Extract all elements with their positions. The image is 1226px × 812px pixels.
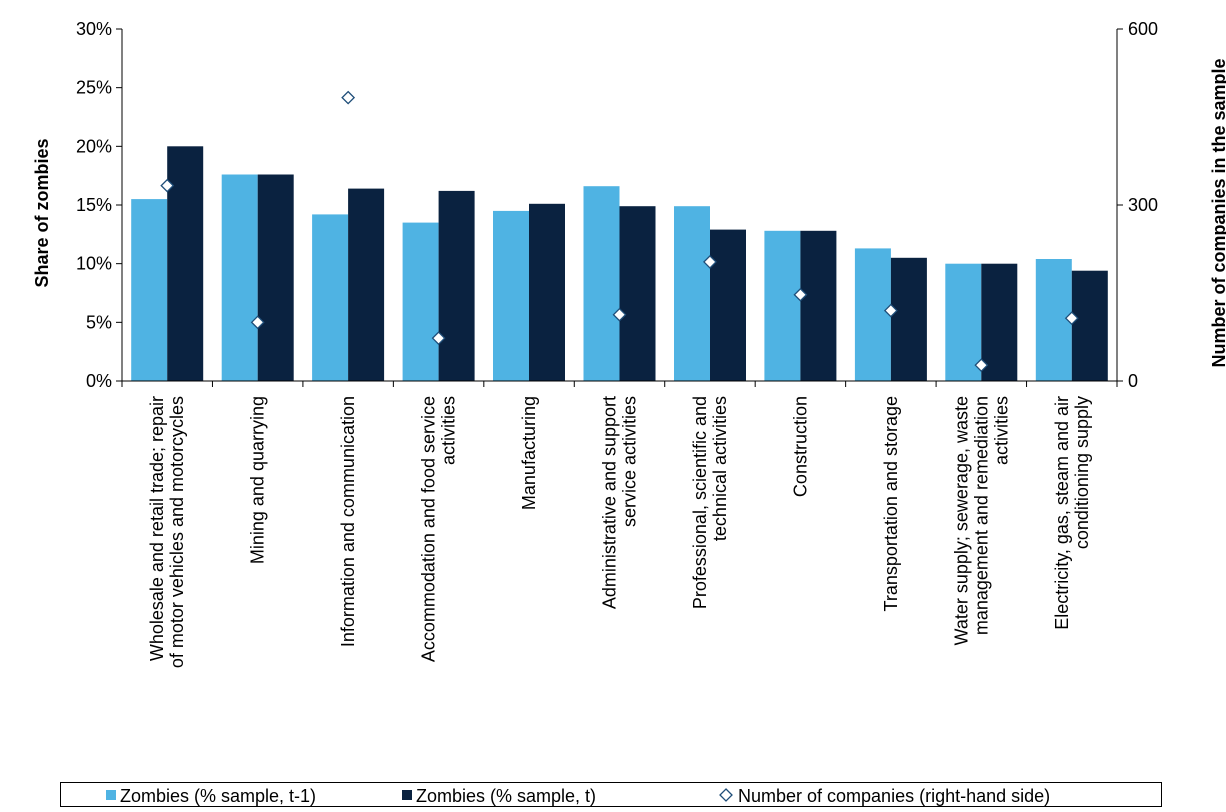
- y-right-tick-label: 300: [1128, 195, 1158, 215]
- x-category-label-line: Construction: [790, 396, 810, 497]
- x-category-label: Administrative and supportservice activi…: [600, 396, 640, 609]
- bar-t: [710, 229, 746, 381]
- companies-point: [250, 315, 265, 330]
- bars-layer: [131, 146, 1108, 381]
- y-right-tick-label: 0: [1128, 371, 1138, 391]
- legend-label: Zombies (% sample, t): [416, 786, 596, 806]
- x-category-label-line: conditioning supply: [1072, 396, 1092, 549]
- legend-swatch: [719, 788, 733, 802]
- x-category-label-line: Wholesale and retail trade; repair: [147, 396, 167, 661]
- x-category-label-line: service activities: [620, 396, 640, 527]
- bar-t-minus-1: [583, 186, 620, 381]
- category-labels: Wholesale and retail trade; repairof mot…: [147, 396, 1092, 668]
- x-category-label-line: Transportation and storage: [881, 396, 901, 611]
- companies-point: [1064, 311, 1079, 326]
- bar-t-minus-1: [674, 206, 710, 381]
- bar-t-minus-1: [131, 199, 168, 381]
- bar-t: [167, 146, 204, 381]
- bar-t-minus-1: [493, 210, 529, 381]
- bar-t-minus-1: [764, 230, 801, 381]
- y-left-tick-label: 30%: [76, 19, 112, 39]
- x-category-label: Electricity, gas, steam and aircondition…: [1052, 396, 1092, 630]
- y-left-tick-label: 0%: [86, 371, 112, 391]
- companies-point: [793, 287, 808, 302]
- companies-point: [883, 303, 898, 318]
- x-category-label: Information and communication: [338, 396, 358, 647]
- bar-t: [348, 188, 385, 381]
- x-category-label: Professional, scientific andtechnical ac…: [690, 396, 730, 609]
- axes-layer: 0% 5% 10% 15% 20% 25% 30% 0 300 600: [76, 19, 1158, 391]
- bar-t: [619, 206, 656, 381]
- x-category-label-line: Electricity, gas, steam and air: [1052, 396, 1072, 630]
- y-axis-left-title: Share of zombies: [32, 138, 52, 287]
- x-category-label: Construction: [790, 396, 810, 497]
- y-left-tick-label: 5%: [86, 312, 112, 332]
- legend-swatch: [402, 790, 412, 800]
- y-left-tick-label: 20%: [76, 136, 112, 156]
- bar-t-minus-1: [1035, 259, 1072, 381]
- companies-point: [431, 331, 446, 346]
- x-category-label: Manufacturing: [519, 396, 539, 510]
- legend: Zombies (% sample, t-1) Zombies (% sample…: [60, 782, 1162, 807]
- y-right-tick-label: 600: [1128, 19, 1158, 39]
- x-category-label-line: activities: [439, 396, 459, 465]
- bar-t: [890, 257, 927, 381]
- bar-t: [800, 230, 837, 381]
- bar-t: [1071, 270, 1108, 381]
- x-category-label: Mining and quarrying: [248, 396, 268, 564]
- legend-label: Zombies (% sample, t-1): [120, 786, 316, 806]
- x-category-label-line: technical activities: [710, 396, 730, 541]
- y-left-tick-label: 15%: [76, 195, 112, 215]
- points-layer: [160, 90, 1079, 373]
- companies-point: [160, 178, 175, 193]
- legend-label: Number of companies (right-hand side): [738, 786, 1050, 806]
- companies-point: [974, 358, 989, 373]
- bar-t-minus-1: [854, 248, 891, 381]
- x-category-label-line: Mining and quarrying: [248, 396, 268, 564]
- x-category-label: Accommodation and food serviceactivities: [419, 396, 459, 662]
- y-left-tick-label: 10%: [76, 254, 112, 274]
- bar-t: [981, 263, 1018, 381]
- x-category-label-line: of motor vehicles and motorcycles: [167, 396, 187, 668]
- bar-t-minus-1: [945, 263, 982, 381]
- y-left-tick-label: 25%: [76, 78, 112, 98]
- x-category-label-line: Water supply; sewerage, waste: [951, 396, 971, 645]
- x-category-label-line: management and remediation: [971, 396, 991, 635]
- y-axis-right-title: Number of companies in the sample: [1209, 58, 1226, 367]
- x-category-label: Water supply; sewerage, wastemanagement …: [951, 396, 1011, 645]
- x-category-label-line: Administrative and support: [600, 396, 620, 609]
- x-category-label: Wholesale and retail trade; repairof mot…: [147, 396, 187, 668]
- x-category-label-line: Information and communication: [338, 396, 358, 647]
- x-category-label-line: Professional, scientific and: [690, 396, 710, 609]
- bar-t-minus-1: [221, 174, 258, 381]
- legend-swatch: [106, 790, 116, 800]
- x-category-label-line: Manufacturing: [519, 396, 539, 510]
- bar-t-minus-1: [312, 214, 349, 381]
- x-category-label: Transportation and storage: [881, 396, 901, 611]
- bar-t: [438, 190, 475, 381]
- companies-point: [703, 254, 717, 269]
- bar-t-minus-1: [402, 222, 439, 381]
- bar-t: [257, 174, 294, 381]
- x-category-label-line: Accommodation and food service: [419, 396, 439, 662]
- companies-point: [341, 90, 356, 105]
- x-category-label-line: activities: [991, 396, 1011, 465]
- bar-t: [529, 203, 565, 381]
- companies-point: [612, 307, 627, 322]
